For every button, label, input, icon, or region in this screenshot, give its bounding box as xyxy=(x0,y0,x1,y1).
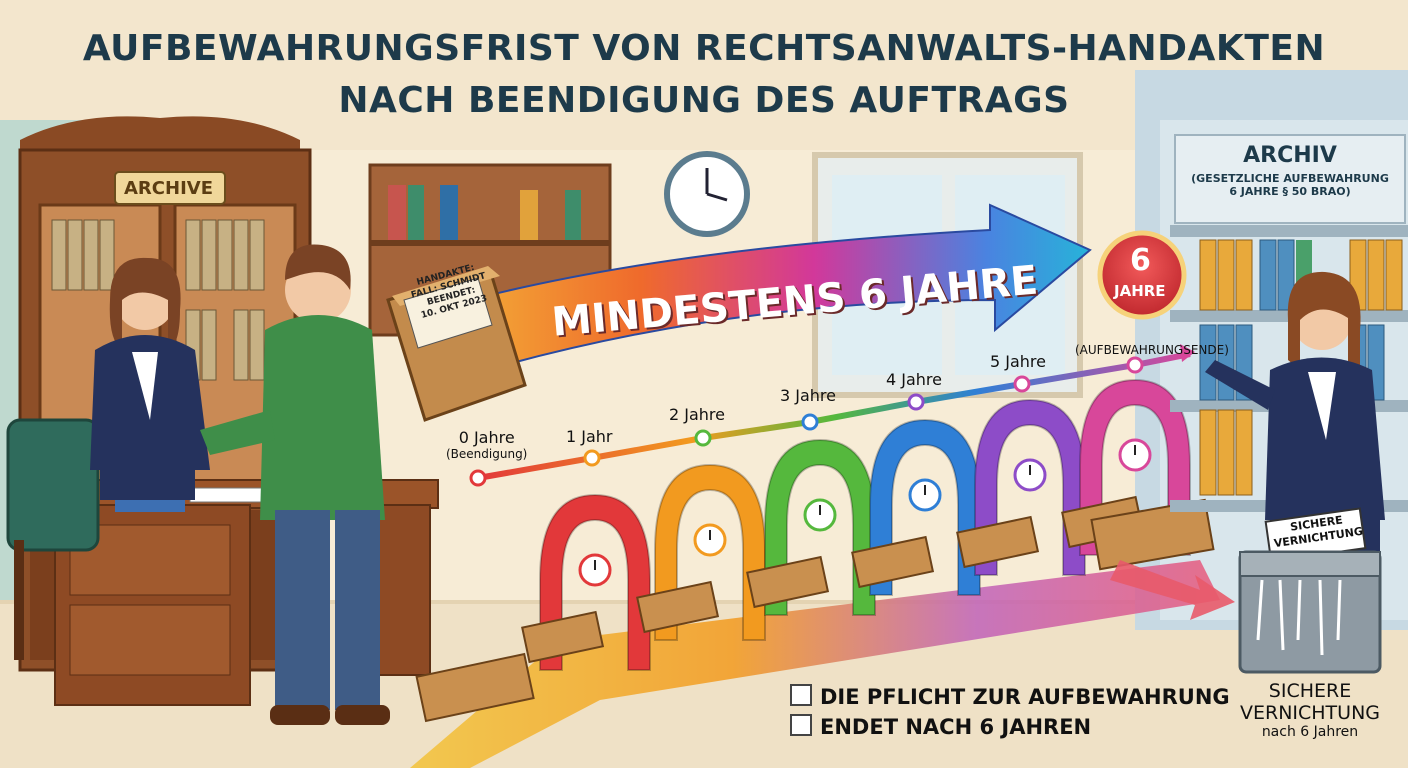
archive-sign: ARCHIV (GESETZLICHE AUFBEWAHRUNG 6 JAHRE… xyxy=(1175,143,1405,198)
wall-clock xyxy=(664,151,750,237)
checklist-text-1: DIE PFLICHT ZUR AUFBEWAHRUNG xyxy=(820,685,1230,709)
timeline-milestone: 2 Jahre xyxy=(669,405,725,424)
footer-right-line3: nach 6 Jahren xyxy=(1261,724,1359,740)
timeline-dot xyxy=(907,393,925,411)
check-box-icon xyxy=(790,684,812,706)
timeline-milestone: 5 Jahre xyxy=(990,352,1046,371)
timeline-milestone: (AUFBEWAHRUNGSENDE) xyxy=(1075,343,1229,357)
milestone-label: 2 Jahre xyxy=(669,405,725,424)
footer-right: SICHERE VERNICHTUNG nach 6 Jahren xyxy=(1230,680,1390,740)
timeline-milestone: 0 Jahre (Beendigung) xyxy=(446,428,527,461)
timeline-dot xyxy=(1013,375,1031,393)
milestone-sublabel: (AUFBEWAHRUNGSENDE) xyxy=(1075,343,1229,357)
page-title-line1: AUFBEWAHRUNGSFRIST VON RECHTSANWALTS-HAN… xyxy=(82,28,1326,69)
footer-right-line2: VERNICHTUNG xyxy=(1239,702,1381,724)
timeline-milestone: 4 Jahre xyxy=(886,370,942,389)
client-man xyxy=(200,244,390,725)
checklist-text-2: ENDET NACH 6 JAHREN xyxy=(820,715,1092,739)
timeline-dots xyxy=(469,356,1144,487)
checklist-item: DIE PFLICHT ZUR AUFBEWAHRUNG xyxy=(790,684,1230,709)
arches xyxy=(415,378,1215,723)
badge-unit: JAHRE xyxy=(1114,282,1166,300)
milestone-label: 1 Jahr xyxy=(566,427,613,446)
timeline-arch xyxy=(521,493,651,671)
timeline-milestone: 1 Jahr xyxy=(566,427,613,446)
case-folder xyxy=(386,266,527,422)
milestone-label: 0 Jahre xyxy=(458,428,515,447)
duration-arrow xyxy=(398,203,1092,392)
archive-sign-line2: 6 JAHRE § 50 BRAO) xyxy=(1229,185,1351,198)
milestone-label: 3 Jahre xyxy=(780,386,836,405)
archive-sign-title: ARCHIV xyxy=(1243,143,1337,168)
shredder xyxy=(1238,507,1382,674)
timeline-dot xyxy=(469,469,487,487)
handakte-book xyxy=(851,535,935,589)
timeline-dot xyxy=(1126,356,1144,374)
handakte-book xyxy=(636,580,720,634)
handakte-book xyxy=(1090,498,1215,571)
check-box-icon xyxy=(790,714,812,736)
timeline-dot xyxy=(583,449,601,467)
timeline-arch xyxy=(746,438,876,616)
checklist-item: ENDET NACH 6 JAHREN xyxy=(790,714,1091,739)
timeline-dot xyxy=(801,413,819,431)
cabinet-sign: ARCHIVE xyxy=(124,178,213,199)
timeline-dot xyxy=(694,429,712,447)
page-title-line2: NACH BEENDIGUNG DES AUFTRAGS xyxy=(338,80,1070,121)
badge-number: 6 xyxy=(1130,243,1151,278)
six-years-badge xyxy=(1097,230,1187,320)
handakte-book xyxy=(746,555,830,609)
milestone-label: 5 Jahre xyxy=(990,352,1046,371)
handakte-book xyxy=(956,515,1040,569)
timeline-milestone: 3 Jahre xyxy=(780,386,836,405)
footer-right-line1: SICHERE xyxy=(1268,680,1352,702)
milestone-sublabel: (Beendigung) xyxy=(446,447,528,461)
handakte-book xyxy=(521,610,605,664)
handakte-book xyxy=(415,652,535,723)
milestone-label: 4 Jahre xyxy=(886,370,942,389)
archive-sign-line1: (GESETZLICHE AUFBEWAHRUNG xyxy=(1191,172,1389,185)
lawyer-woman xyxy=(90,257,210,500)
